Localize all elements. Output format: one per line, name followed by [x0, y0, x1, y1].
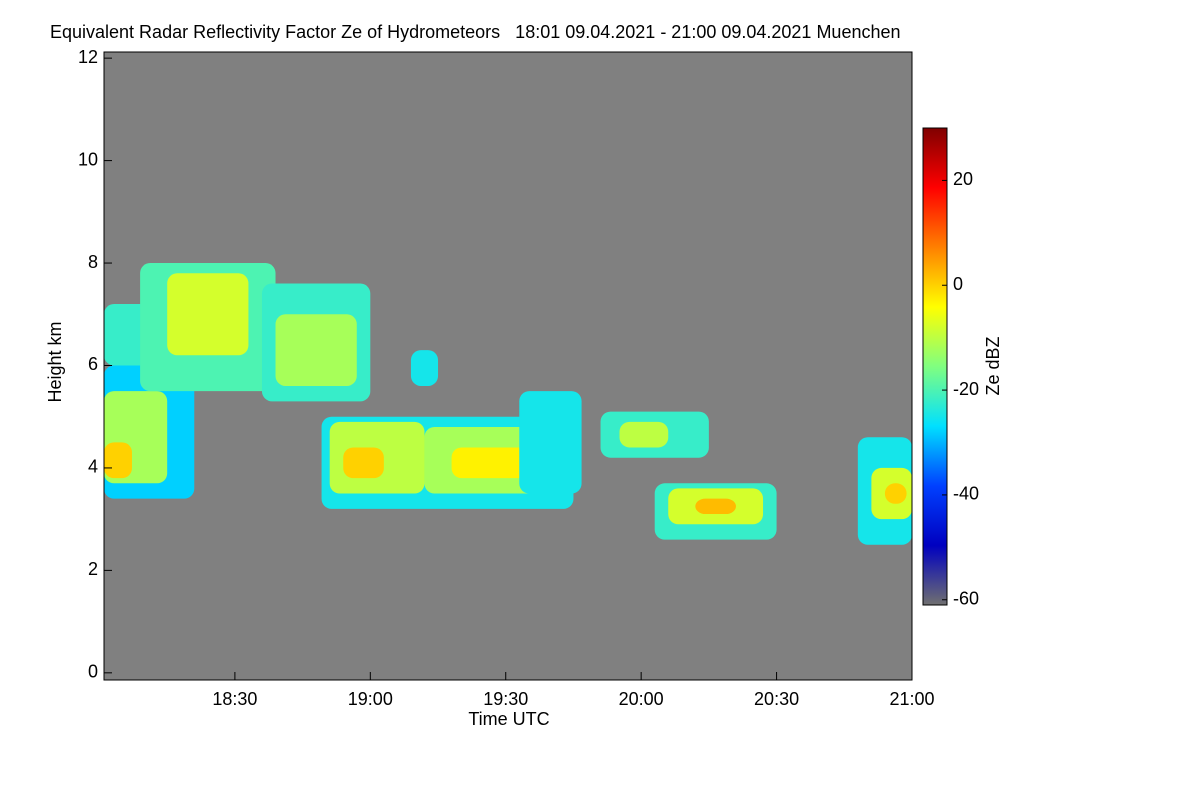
- echo-cell: [884, 483, 907, 504]
- colorbar-tick-label: -60: [953, 589, 979, 609]
- y-tick-label: 2: [88, 559, 98, 579]
- echo-cell: [451, 447, 533, 479]
- x-tick-label: 21:00: [889, 689, 934, 709]
- x-tick-label: 19:30: [483, 689, 528, 709]
- colorbar-label: Ze dBZ: [983, 336, 1003, 395]
- plot-frame: [103, 51, 913, 681]
- x-tick-label: 20:00: [619, 689, 664, 709]
- x-tick-label: 19:00: [348, 689, 393, 709]
- echo-cell: [167, 273, 249, 356]
- colorbar: [922, 127, 948, 606]
- x-tick-label: 20:30: [754, 689, 799, 709]
- y-tick-label: 4: [88, 457, 98, 477]
- y-axis-label: Height km: [45, 321, 65, 402]
- y-tick-label: 6: [88, 354, 98, 374]
- echo-cell: [104, 442, 132, 479]
- y-tick-label: 0: [88, 662, 98, 682]
- echo-cell: [343, 447, 384, 479]
- x-tick-label: 18:30: [212, 689, 257, 709]
- colorbar-tick-label: 0: [953, 274, 963, 294]
- echo-cell: [619, 421, 669, 448]
- echo-cell: [519, 391, 582, 494]
- y-tick-label: 8: [88, 252, 98, 272]
- y-tick-label: 10: [78, 149, 98, 169]
- echo-cell: [410, 350, 439, 386]
- echo-layer: [104, 263, 912, 545]
- colorbar-tick-label: -20: [953, 379, 979, 399]
- echo-cell: [695, 498, 736, 515]
- echo-cell: [275, 314, 357, 386]
- y-tick-label: 12: [78, 47, 98, 67]
- x-axis-label: Time UTC: [468, 709, 549, 729]
- colorbar-tick-label: -40: [953, 484, 979, 504]
- chart-title: Equivalent Radar Reflectivity Factor Ze …: [50, 22, 901, 42]
- colorbar-tick-label: 20: [953, 169, 973, 189]
